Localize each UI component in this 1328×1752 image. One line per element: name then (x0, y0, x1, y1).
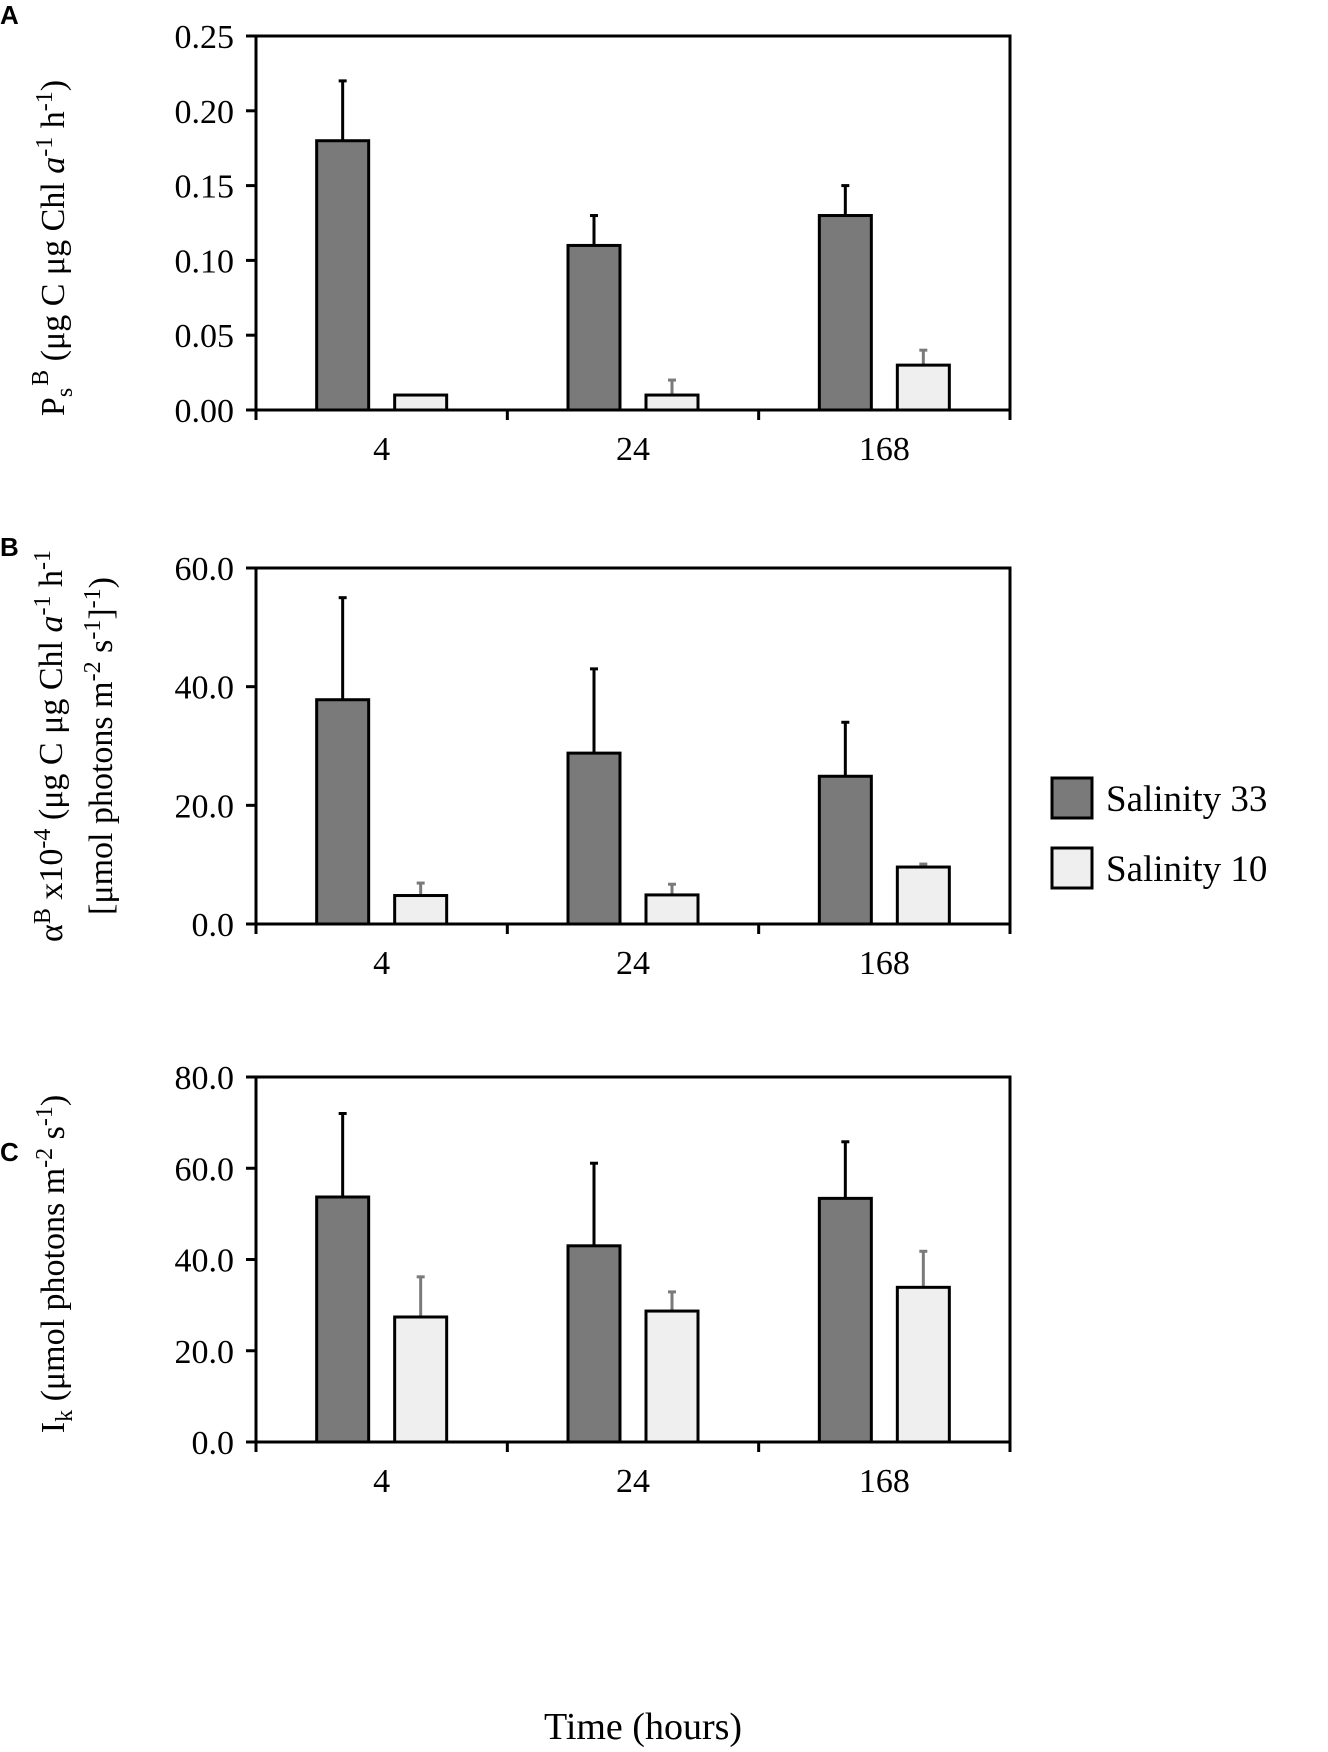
bar-b-salinity-33-24 (566, 751, 622, 926)
panel-label-a: A (0, 0, 19, 30)
y-tick-label-c-1: 20.0 (175, 1334, 235, 1371)
y-tick-label-c-2: 40.0 (175, 1243, 235, 1280)
y-tick-label-b-1: 20.0 (175, 788, 235, 825)
ylabel-b-line1: αB x10-4 (μg C μg Chl a-1 h-1 (30, 550, 70, 942)
ylabel-c: Ik (μmol photons m-2 s-1) (32, 1095, 78, 1433)
bars-c (315, 1112, 951, 1444)
ticks-b: 0.0 20.0 40.0 60.0 4 24 168 (175, 551, 1012, 982)
x-tick-label-b-4: 4 (373, 945, 390, 982)
bar-a-salinity-10-24 (644, 393, 700, 412)
bar-c-salinity-33-24 (566, 1244, 622, 1444)
legend-label-salinity-33: Salinity 33 (1106, 779, 1267, 820)
legend: Salinity 33 Salinity 10 (1050, 776, 1267, 890)
x-tick-label-c-168: 168 (859, 1463, 910, 1500)
x-tick-label-a-4: 4 (373, 431, 390, 468)
panel-c: C 0.0 20.0 40.0 60.0 80.0 4 24 168 Ik (μmol pho… (0, 1060, 1012, 1500)
y-tick-label-b-2: 40.0 (175, 670, 235, 707)
x-tick-label-a-168: 168 (859, 431, 910, 468)
panel-label-c: C (0, 1137, 19, 1167)
bar-c-salinity-10-4 (393, 1315, 449, 1444)
bar-a-salinity-33-4 (315, 139, 371, 412)
bar-b-salinity-33-168 (817, 774, 873, 926)
bar-a-salinity-33-24 (566, 243, 622, 412)
bar-a-salinity-10-4 (393, 393, 449, 412)
ticks-a: 0.00 0.05 0.10 0.15 0.20 0.25 4 24 168 (175, 19, 1012, 468)
y-tick-label-a-2: 0.10 (175, 243, 235, 280)
y-tick-label-c-3: 60.0 (175, 1151, 235, 1188)
x-tick-label-b-168: 168 (859, 945, 910, 982)
y-tick-label-c-0: 0.0 (192, 1425, 235, 1462)
panel-b: B 0.0 20.0 40.0 60.0 4 24 168 αB x10-4 (μg C μ… (0, 532, 1012, 982)
bar-b-salinity-10-168 (895, 865, 951, 926)
panel-a: A 0.00 0.05 0.10 0.15 0.20 0.25 4 24 168 PsB (μg… (0, 0, 1012, 468)
bar-b-salinity-10-4 (393, 894, 449, 926)
x-tick-label-a-24: 24 (616, 431, 650, 468)
bar-b-salinity-33-4 (315, 698, 371, 926)
bar-a-salinity-33-168 (817, 214, 873, 412)
y-tick-label-b-0: 0.0 (192, 907, 235, 944)
x-axis-title: Time (hours) (544, 1706, 742, 1748)
ylabel-b-line2: [μmol photons m-2 s-1]-1) (80, 577, 120, 915)
plot-frame-a (254, 34, 1012, 412)
x-tick-label-c-24: 24 (616, 1463, 650, 1500)
panel-label-b: B (0, 532, 19, 562)
bar-a-salinity-10-168 (895, 363, 951, 412)
bar-b-salinity-10-24 (644, 893, 700, 926)
plot-frame-b (254, 566, 1012, 926)
bar-c-salinity-33-168 (817, 1196, 873, 1444)
bar-c-salinity-10-24 (644, 1309, 700, 1444)
legend-label-salinity-10: Salinity 10 (1106, 849, 1267, 890)
ticks-c: 0.0 20.0 40.0 60.0 80.0 4 24 168 (175, 1060, 1012, 1500)
ylabel-a: PsB (μg C μg Chl a-1 h-1) (28, 80, 78, 416)
bar-c-salinity-10-168 (895, 1285, 951, 1444)
x-tick-label-b-24: 24 (616, 945, 650, 982)
legend-swatch-salinity-33 (1050, 776, 1094, 820)
x-tick-label-c-4: 4 (373, 1463, 390, 1500)
y-tick-label-a-3: 0.15 (175, 169, 235, 206)
y-tick-label-a-0: 0.00 (175, 393, 235, 430)
y-tick-label-c-4: 80.0 (175, 1060, 235, 1097)
legend-swatch-salinity-10 (1050, 846, 1094, 890)
bars-b (315, 596, 951, 926)
bars-a (315, 79, 951, 412)
bar-c-salinity-33-4 (315, 1195, 371, 1444)
y-tick-label-a-1: 0.05 (175, 318, 235, 355)
y-tick-label-a-5: 0.25 (175, 19, 235, 56)
y-tick-label-b-3: 60.0 (175, 551, 235, 588)
y-tick-label-a-4: 0.20 (175, 94, 235, 131)
